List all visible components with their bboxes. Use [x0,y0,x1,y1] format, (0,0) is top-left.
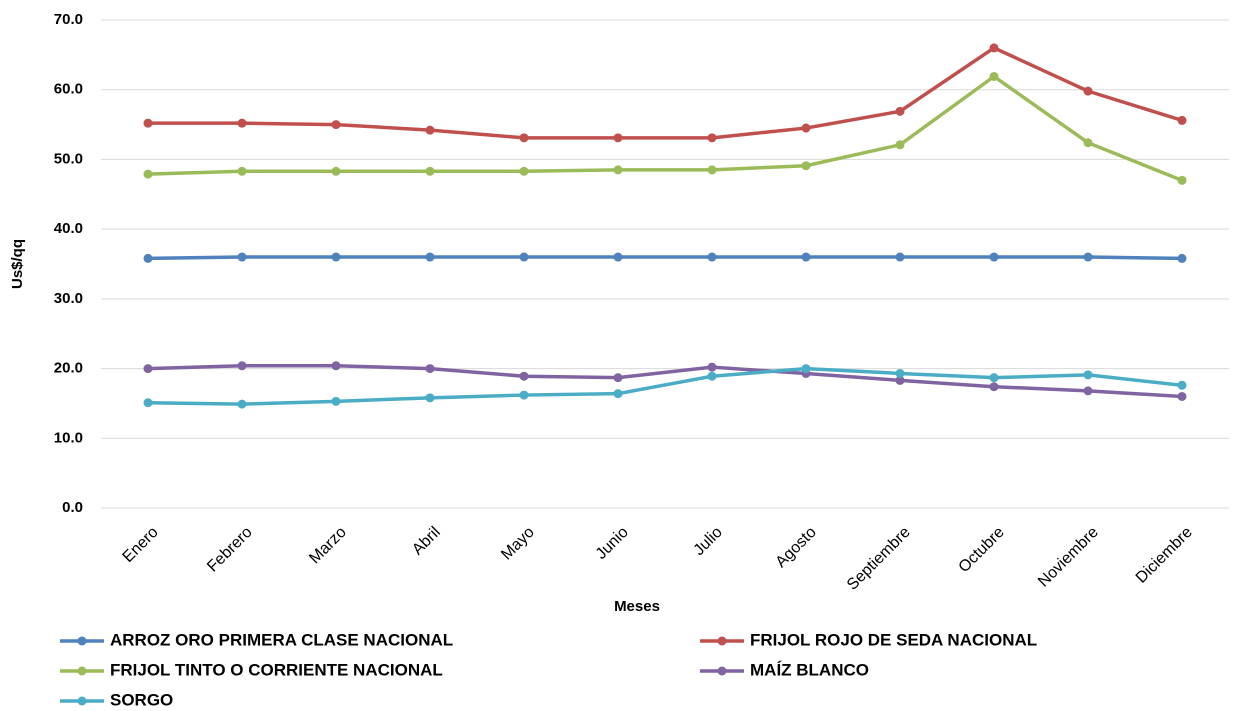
point [801,123,811,133]
point [237,118,247,128]
series-line [147,364,1183,399]
point [143,169,153,179]
point [989,382,999,392]
point [895,368,905,378]
point [331,120,341,130]
point [613,252,623,262]
point [425,393,435,403]
point [707,371,717,381]
point [613,165,623,175]
point [331,252,341,262]
legend-marker [77,666,87,676]
point [519,166,529,176]
point [425,252,435,262]
x-tick-label: Marzo [306,524,350,568]
point [143,364,153,374]
point [143,118,153,128]
x-tick-label: Septiembre [844,524,914,594]
point [1083,370,1093,380]
point [425,364,435,374]
legend-label: SORGO [110,690,173,709]
point [1177,391,1187,401]
legend-label: FRIJOL TINTO O CORRIENTE NACIONAL [110,660,443,679]
point [237,252,247,262]
point [331,396,341,406]
point [143,253,153,263]
point [989,43,999,53]
point [1177,115,1187,125]
y-tick-label: 60.0 [54,81,83,98]
point [613,373,623,383]
x-axis-title: Meses [614,598,660,615]
point [237,361,247,371]
point [331,166,341,176]
point [1083,386,1093,396]
x-tick-label: Febrero [204,524,256,576]
point [143,398,153,408]
x-tick-label: Octubre [956,524,1008,576]
point [707,362,717,372]
series-line [147,255,1183,261]
point [613,133,623,143]
legend-label: MAÍZ BLANCO [750,660,869,679]
series-line [147,74,1183,182]
point [1177,175,1187,185]
point [425,166,435,176]
series-line [148,45,1183,140]
point [707,165,717,175]
point [519,390,529,400]
x-tick-label: Agosto [773,524,820,571]
point [1083,138,1093,148]
point [707,133,717,143]
point [1083,86,1093,96]
legend-marker [717,666,727,676]
point [707,252,717,262]
point [331,361,341,371]
point [801,364,811,374]
series-line [147,366,1183,406]
y-tick-label: 70.0 [54,11,83,28]
point [1083,252,1093,262]
x-tick-label: Noviembre [1035,524,1102,591]
x-tick-label: Abril [409,524,444,559]
x-tick-label: Diciembre [1133,524,1196,587]
point [519,133,529,143]
legend-marker [77,696,87,706]
point [1177,380,1187,390]
y-tick-label: 40.0 [54,220,83,237]
y-tick-label: 20.0 [54,360,83,377]
point [519,371,529,381]
point [895,140,905,150]
x-tick-label: Mayo [498,524,538,564]
point [801,161,811,171]
legend-marker [77,636,87,646]
y-axis-title: Us$/qq [9,239,26,289]
point [237,166,247,176]
x-tick-label: Junio [593,524,632,563]
point [989,71,999,81]
x-tick-label: Julio [691,524,726,559]
point [895,252,905,262]
legend-label: FRIJOL ROJO DE SEDA NACIONAL [750,630,1037,649]
y-tick-label: 10.0 [54,429,83,446]
y-tick-label: 0.0 [62,499,83,516]
y-tick-label: 50.0 [54,150,83,167]
point [801,252,811,262]
legend-marker [717,636,727,646]
point [895,106,905,116]
point [989,252,999,262]
point [989,373,999,383]
y-tick-label: 30.0 [54,290,83,307]
point [1177,253,1187,263]
point [425,125,435,135]
x-tick-label: Enero [120,524,162,566]
point [237,399,247,409]
point [895,375,905,385]
legend-label: ARROZ ORO PRIMERA CLASE NACIONAL [110,630,453,649]
point [519,252,529,262]
point [613,389,623,399]
